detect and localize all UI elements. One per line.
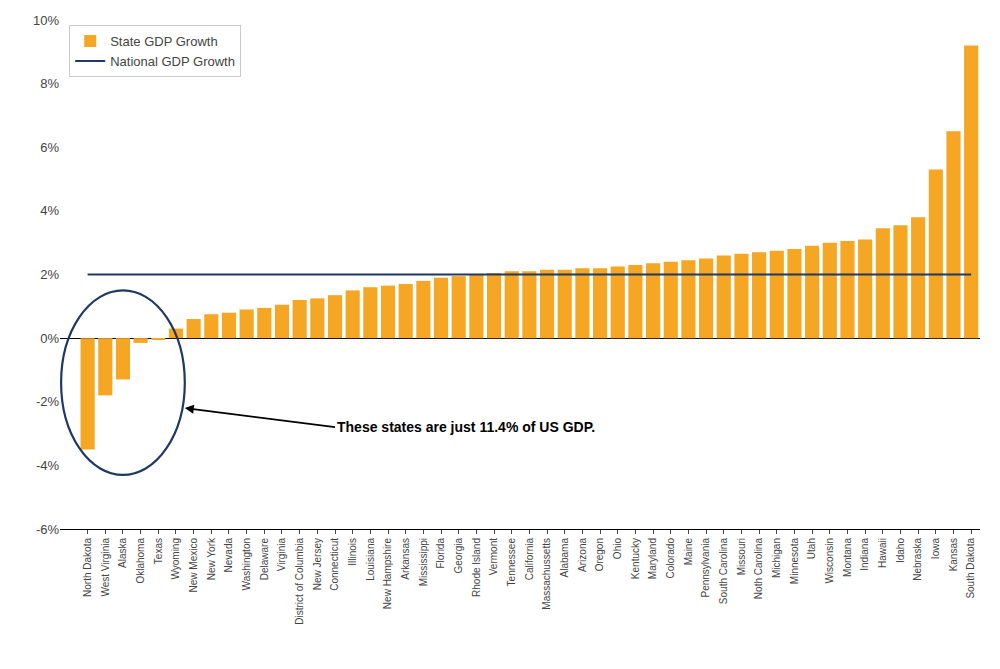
svg-text:Tennessee: Tennessee [506, 538, 517, 587]
svg-text:Georgia: Georgia [453, 538, 464, 574]
svg-text:Massachussetts: Massachussetts [541, 538, 552, 610]
svg-text:Arkansas: Arkansas [400, 538, 411, 580]
svg-text:Virginia: Virginia [276, 538, 287, 572]
svg-text:New Jersey: New Jersey [312, 538, 323, 590]
svg-text:Kentucky: Kentucky [630, 538, 641, 579]
svg-text:State GDP Growth: State GDP Growth [110, 34, 217, 49]
svg-text:0%: 0% [40, 331, 59, 346]
svg-text:Illinois: Illinois [347, 538, 358, 566]
svg-text:6%: 6% [40, 140, 59, 155]
svg-text:Indiana: Indiana [859, 538, 870, 571]
svg-text:Ohio: Ohio [612, 538, 623, 560]
svg-text:Alaska: Alaska [117, 538, 128, 568]
svg-text:West Virginia: West Virginia [100, 538, 111, 597]
svg-text:10%: 10% [33, 13, 59, 28]
svg-text:District of Columbia: District of Columbia [294, 538, 305, 625]
svg-text:New York: New York [206, 537, 217, 580]
svg-text:-4%: -4% [36, 458, 60, 473]
svg-text:Utah: Utah [806, 538, 817, 559]
svg-text:Delaware: Delaware [259, 538, 270, 581]
svg-text:Washington: Washington [241, 538, 252, 590]
svg-text:Arizona: Arizona [577, 538, 588, 572]
svg-text:Connecticut: Connecticut [329, 538, 340, 591]
svg-text:New Hampshire: New Hampshire [382, 538, 393, 610]
svg-text:California: California [524, 538, 535, 581]
svg-text:Minnesota: Minnesota [789, 538, 800, 585]
svg-text:Nebraska: Nebraska [912, 538, 923, 581]
svg-text:Nevada: Nevada [223, 538, 234, 573]
svg-text:Montana: Montana [842, 538, 853, 577]
svg-text:Louisiana: Louisiana [365, 538, 376, 581]
svg-text:Rhode Island: Rhode Island [471, 538, 482, 597]
svg-text:Vermont: Vermont [488, 538, 499, 575]
svg-text:2%: 2% [40, 267, 59, 282]
svg-text:8%: 8% [40, 76, 59, 91]
svg-text:North Dakota: North Dakota [82, 538, 93, 597]
svg-text:Maryland: Maryland [647, 538, 658, 579]
svg-text:Florida: Florida [435, 538, 446, 569]
svg-text:-2%: -2% [36, 394, 60, 409]
svg-text:Maine: Maine [683, 538, 694, 566]
svg-text:These states are just 11.4% of: These states are just 11.4% of US GDP. [337, 419, 595, 435]
svg-text:Idaho: Idaho [895, 538, 906, 563]
svg-text:Hawaii: Hawaii [877, 538, 888, 568]
svg-text:Alabama: Alabama [559, 538, 570, 578]
svg-text:Wyoming: Wyoming [170, 538, 181, 580]
svg-text:National GDP Growth: National GDP Growth [110, 54, 235, 69]
svg-text:Wisconsin: Wisconsin [824, 538, 835, 584]
svg-text:New Mexico: New Mexico [188, 538, 199, 593]
svg-text:Oklahoma: Oklahoma [135, 538, 146, 584]
svg-text:Iowa: Iowa [930, 538, 941, 560]
svg-text:Missouri: Missouri [736, 538, 747, 575]
svg-text:Kansas: Kansas [948, 538, 959, 571]
svg-text:South Dakota: South Dakota [965, 538, 976, 599]
svg-text:Pennsylvania: Pennsylvania [700, 538, 711, 598]
svg-text:Texas: Texas [153, 538, 164, 564]
svg-text:Noth Carolina: Noth Carolina [753, 538, 764, 600]
svg-text:-6%: -6% [36, 522, 60, 537]
svg-text:4%: 4% [40, 203, 59, 218]
svg-text:Michigan: Michigan [771, 538, 782, 578]
svg-text:Oregon: Oregon [594, 538, 605, 571]
svg-text:South Carolina: South Carolina [718, 538, 729, 605]
svg-text:Colorado: Colorado [665, 538, 676, 579]
svg-text:Mississippi: Mississippi [418, 538, 429, 586]
